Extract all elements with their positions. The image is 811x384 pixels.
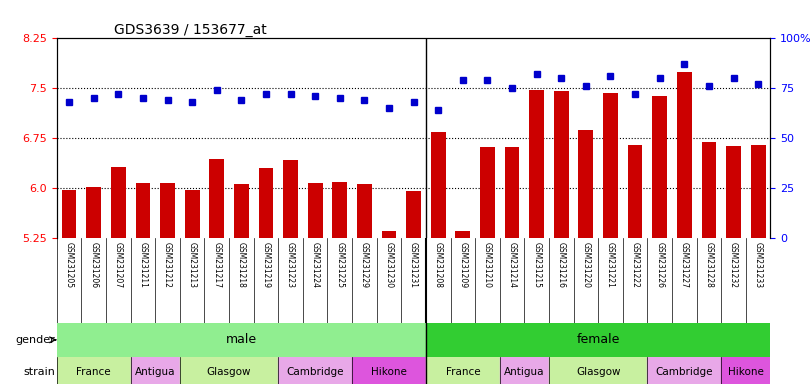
- Bar: [209, 159, 224, 238]
- Text: GSM231216: GSM231216: [557, 242, 566, 288]
- Bar: [530, 89, 544, 238]
- Text: Glasgow: Glasgow: [576, 367, 620, 377]
- Text: GSM231217: GSM231217: [212, 242, 221, 288]
- Bar: [234, 184, 249, 238]
- Bar: [504, 147, 519, 238]
- Bar: [135, 183, 150, 238]
- Bar: [352, 357, 426, 384]
- Text: GSM231218: GSM231218: [237, 242, 246, 288]
- Text: GSM231231: GSM231231: [409, 242, 418, 288]
- Bar: [382, 231, 397, 238]
- Text: GSM231219: GSM231219: [261, 242, 270, 288]
- Bar: [406, 192, 421, 238]
- Text: strain: strain: [24, 367, 55, 377]
- Bar: [578, 130, 594, 238]
- Text: gender: gender: [15, 335, 55, 345]
- Text: GSM231215: GSM231215: [532, 242, 541, 288]
- Bar: [283, 160, 298, 238]
- Bar: [480, 147, 495, 238]
- Bar: [431, 132, 445, 238]
- Text: GSM231214: GSM231214: [508, 242, 517, 288]
- Bar: [57, 323, 426, 357]
- Bar: [500, 357, 549, 384]
- Bar: [185, 190, 200, 238]
- Text: GSM231227: GSM231227: [680, 242, 689, 288]
- Text: GSM231224: GSM231224: [311, 242, 320, 288]
- Bar: [426, 323, 783, 357]
- Bar: [308, 183, 323, 238]
- Bar: [57, 357, 131, 384]
- Text: GSM231206: GSM231206: [89, 242, 98, 288]
- Text: Cambridge: Cambridge: [286, 367, 344, 377]
- Text: GSM231230: GSM231230: [384, 242, 393, 288]
- Text: GSM231229: GSM231229: [360, 242, 369, 288]
- Bar: [357, 184, 371, 238]
- Bar: [333, 182, 347, 238]
- Bar: [131, 357, 180, 384]
- Bar: [751, 145, 766, 238]
- Text: France: France: [76, 367, 111, 377]
- Text: GSM231220: GSM231220: [581, 242, 590, 288]
- Text: GSM231222: GSM231222: [631, 242, 640, 288]
- Text: Antigua: Antigua: [504, 367, 545, 377]
- Text: GSM231209: GSM231209: [458, 242, 467, 288]
- Text: GSM231213: GSM231213: [187, 242, 196, 288]
- Text: GSM231211: GSM231211: [139, 242, 148, 288]
- Bar: [549, 357, 647, 384]
- Text: GDS3639 / 153677_at: GDS3639 / 153677_at: [114, 23, 267, 37]
- Text: Cambridge: Cambridge: [655, 367, 713, 377]
- Bar: [160, 183, 175, 238]
- Bar: [111, 167, 126, 238]
- Bar: [721, 357, 770, 384]
- Bar: [62, 190, 76, 238]
- Bar: [259, 168, 273, 238]
- Text: GSM231210: GSM231210: [483, 242, 492, 288]
- Text: Antigua: Antigua: [135, 367, 175, 377]
- Text: GSM231207: GSM231207: [114, 242, 122, 288]
- Bar: [702, 142, 716, 238]
- Bar: [628, 145, 642, 238]
- Text: GSM231205: GSM231205: [65, 242, 74, 288]
- Text: GSM231221: GSM231221: [606, 242, 615, 288]
- Bar: [426, 357, 500, 384]
- Text: GSM231223: GSM231223: [286, 242, 295, 288]
- Bar: [677, 72, 692, 238]
- Bar: [86, 187, 101, 238]
- Bar: [647, 357, 721, 384]
- Text: France: France: [445, 367, 480, 377]
- Text: GSM231228: GSM231228: [705, 242, 714, 288]
- Text: GSM231208: GSM231208: [434, 242, 443, 288]
- Text: GSM231226: GSM231226: [655, 242, 664, 288]
- Text: GSM231233: GSM231233: [753, 242, 762, 288]
- Bar: [726, 146, 741, 238]
- Text: male: male: [225, 333, 257, 346]
- Text: Glasgow: Glasgow: [207, 367, 251, 377]
- Text: female: female: [577, 333, 620, 346]
- Text: GSM231212: GSM231212: [163, 242, 172, 288]
- Bar: [180, 357, 278, 384]
- Bar: [278, 357, 352, 384]
- Bar: [456, 231, 470, 238]
- Text: GSM231225: GSM231225: [335, 242, 345, 288]
- Text: Hikone: Hikone: [371, 367, 407, 377]
- Bar: [554, 91, 569, 238]
- Text: Hikone: Hikone: [728, 367, 764, 377]
- Bar: [603, 93, 618, 238]
- Bar: [652, 96, 667, 238]
- Text: GSM231232: GSM231232: [729, 242, 738, 288]
